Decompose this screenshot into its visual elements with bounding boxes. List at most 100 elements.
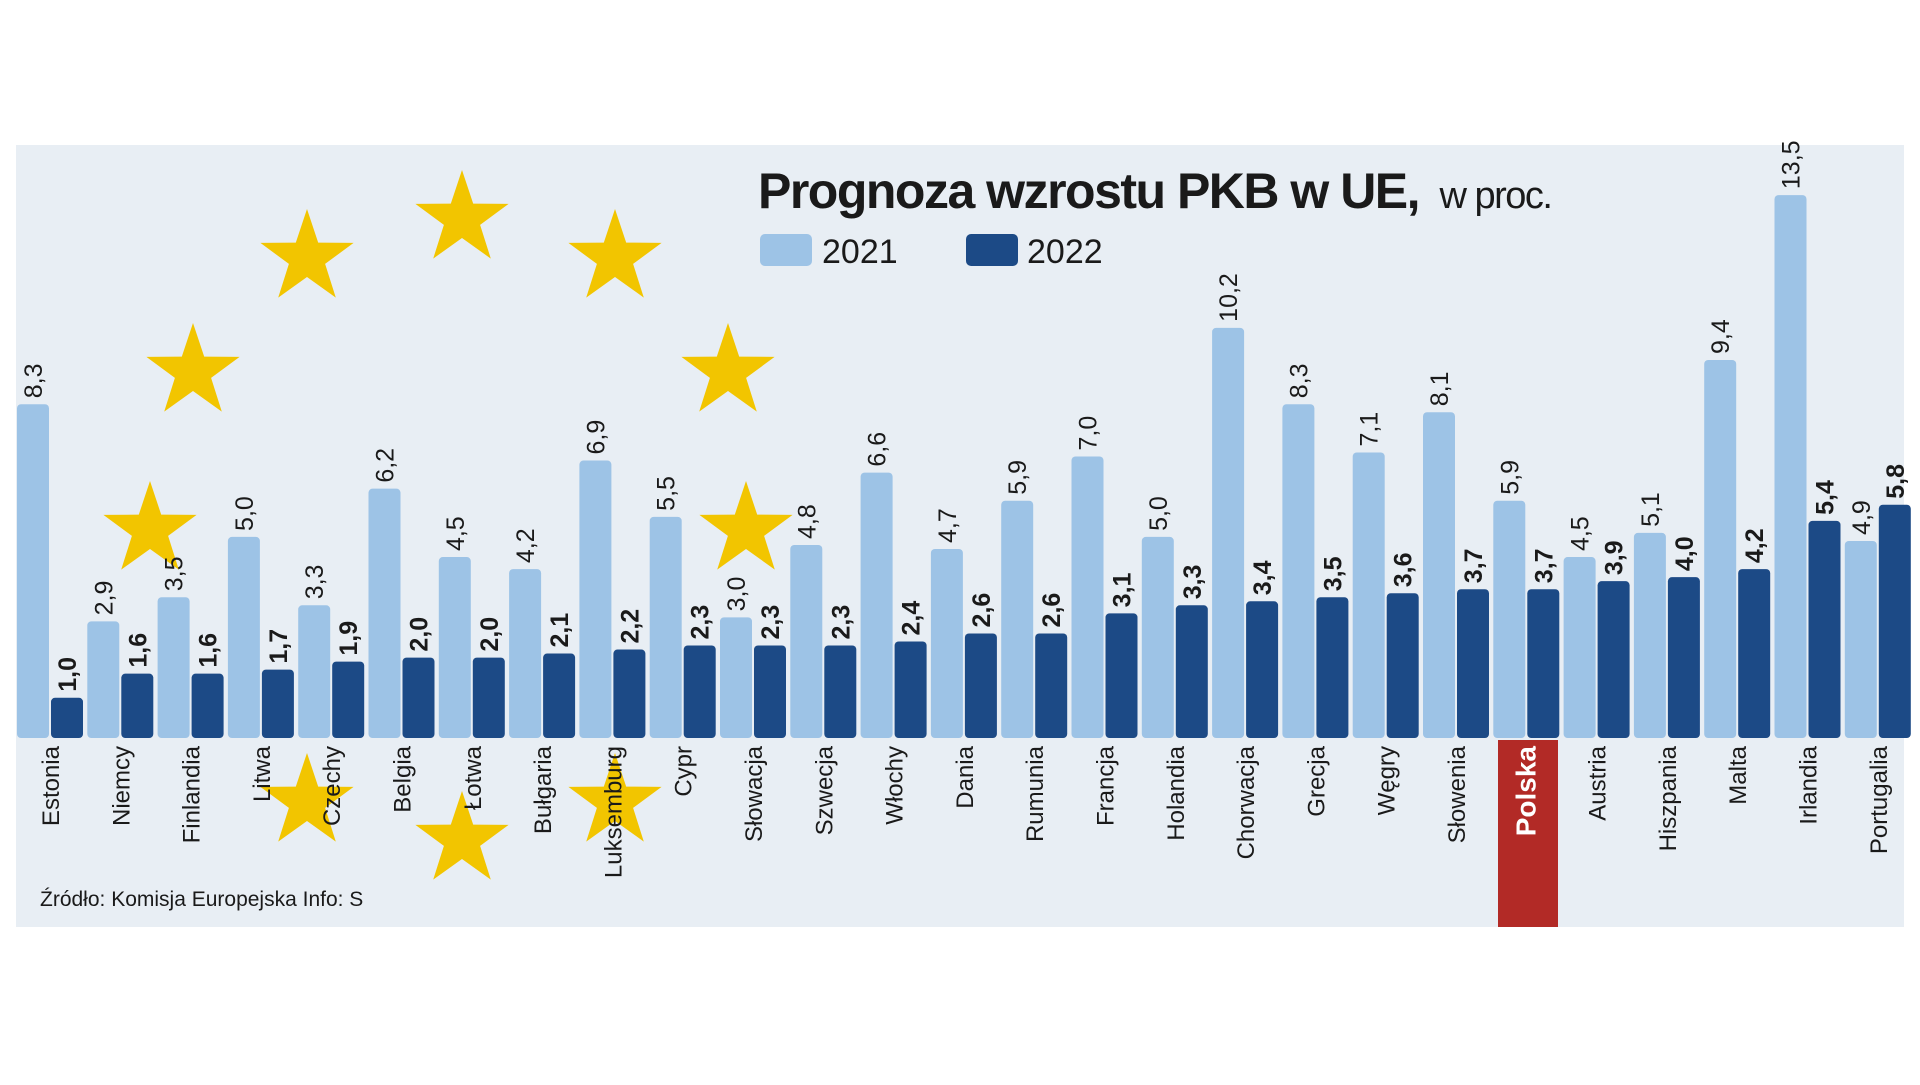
category-label-25: Irlandia — [1796, 745, 1823, 824]
value-label-2022-18: 3,5 — [1319, 556, 1347, 591]
value-label-2022-21: 3,7 — [1530, 548, 1558, 583]
value-label-2021-23: 5,1 — [1637, 492, 1665, 527]
value-label-2021-1: 2,9 — [90, 581, 118, 616]
value-label-2022-2: 1,6 — [195, 633, 223, 668]
eu-star-icon — [260, 753, 354, 842]
value-label-2021-20: 8,1 — [1426, 371, 1454, 406]
value-label-2021-5: 6,2 — [372, 448, 400, 483]
category-label-21: Polska — [1510, 746, 1541, 837]
value-label-2022-1: 1,6 — [124, 633, 152, 668]
category-label-24: Malta — [1725, 745, 1752, 804]
bar-2022-15 — [1105, 613, 1138, 738]
value-label-2021-22: 4,5 — [1567, 516, 1595, 551]
legend: 2021 2022 — [760, 233, 1103, 271]
bar-2022-23 — [1667, 577, 1700, 738]
value-label-2022-22: 3,9 — [1601, 540, 1629, 575]
value-label-2021-9: 5,5 — [653, 476, 681, 511]
value-label-2021-24: 9,4 — [1707, 319, 1735, 354]
eu-stars-decoration — [103, 170, 793, 880]
bar-2021-5 — [368, 488, 401, 738]
bar-2021-1 — [87, 621, 120, 738]
bar-2021-0 — [17, 404, 49, 738]
category-label-13: Dania — [952, 745, 979, 808]
bar-2022-3 — [261, 669, 294, 738]
value-label-2021-7: 4,2 — [512, 528, 540, 563]
bar-2022-9 — [683, 645, 716, 738]
value-label-2022-9: 2,3 — [687, 605, 715, 640]
bar-2022-8 — [613, 649, 646, 738]
eu-star-icon — [568, 753, 662, 842]
category-label-23: Hiszpania — [1655, 745, 1682, 851]
eu-star-icon — [415, 170, 509, 259]
bar-2022-22 — [1597, 581, 1630, 738]
value-label-2021-4: 3,3 — [301, 565, 329, 600]
bar-2021-23 — [1633, 532, 1666, 738]
bar-2021-9 — [649, 516, 682, 738]
eu-star-icon — [699, 481, 793, 570]
category-label-3: Litwa — [249, 745, 276, 802]
chart-title-main: Prognoza wzrostu PKB w UE, — [758, 163, 1419, 219]
category-label-17: Chorwacja — [1233, 745, 1260, 859]
value-label-2021-25: 13,5 — [1778, 140, 1806, 189]
value-label-2021-11: 4,8 — [793, 504, 821, 539]
bar-2022-21 — [1527, 589, 1560, 738]
value-label-2022-17: 3,4 — [1249, 560, 1277, 595]
value-label-2022-19: 3,6 — [1390, 552, 1418, 587]
category-label-5: Belgia — [390, 745, 417, 812]
labels-layer: 8,31,0Estonia2,91,6Niemcy3,51,6Finlandia… — [20, 140, 1910, 878]
value-label-2022-8: 2,2 — [616, 609, 644, 644]
bar-2022-10 — [754, 645, 786, 738]
bar-2021-2 — [157, 597, 190, 738]
value-label-2021-0: 8,3 — [20, 363, 48, 398]
bar-2021-10 — [720, 617, 752, 738]
bar-2022-7 — [543, 653, 576, 738]
bar-2021-4 — [298, 605, 331, 738]
value-label-2022-13: 2,6 — [968, 593, 996, 628]
bar-2021-20 — [1423, 412, 1455, 738]
bar-2021-25 — [1774, 195, 1807, 738]
bar-2022-17 — [1246, 601, 1279, 738]
bar-2021-11 — [790, 544, 823, 738]
category-label-7: Bułgaria — [530, 745, 557, 834]
bar-2022-26 — [1878, 504, 1911, 738]
bar-2021-18 — [1282, 404, 1315, 738]
bar-2022-2 — [191, 673, 224, 738]
source-note: Źródło: Komisja Europejska Info: S — [40, 888, 363, 911]
bar-2021-8 — [579, 460, 612, 738]
category-label-4: Czechy — [319, 746, 346, 826]
value-label-2021-19: 7,1 — [1356, 412, 1384, 447]
bar-2022-24 — [1738, 569, 1771, 738]
value-label-2021-16: 5,0 — [1145, 496, 1173, 531]
value-label-2021-6: 4,5 — [442, 516, 470, 551]
value-label-2021-12: 6,6 — [864, 432, 892, 467]
category-label-18: Grecja — [1303, 745, 1330, 816]
eu-star-icon — [415, 791, 509, 880]
highlight-band-polska — [1498, 740, 1558, 927]
category-label-6: Łotwa — [460, 745, 487, 810]
bar-2021-15 — [1071, 456, 1104, 738]
value-label-2022-15: 3,1 — [1109, 572, 1137, 607]
value-label-2022-4: 1,9 — [335, 621, 363, 656]
bar-2022-4 — [332, 661, 365, 738]
value-label-2021-13: 4,7 — [934, 508, 962, 543]
value-label-2022-11: 2,3 — [827, 605, 855, 640]
category-label-0: Estonia — [38, 745, 65, 826]
bar-2022-16 — [1175, 605, 1208, 738]
value-label-2021-21: 5,9 — [1496, 460, 1524, 495]
bar-2021-16 — [1141, 536, 1174, 738]
value-label-2021-26: 4,9 — [1848, 500, 1876, 535]
bar-2022-25 — [1808, 520, 1841, 738]
value-label-2022-10: 2,3 — [757, 605, 785, 640]
eu-star-icon — [103, 481, 197, 570]
value-label-2022-24: 4,2 — [1741, 528, 1769, 563]
category-label-9: Cypr — [671, 746, 698, 797]
bar-2022-20 — [1457, 589, 1489, 738]
bar-2021-13 — [930, 548, 963, 738]
category-label-8: Luksemburg — [600, 746, 627, 878]
bar-2022-11 — [824, 645, 857, 738]
value-label-2022-25: 5,4 — [1812, 480, 1840, 515]
bar-2021-24 — [1704, 359, 1737, 738]
bar-2021-21 — [1493, 500, 1526, 738]
